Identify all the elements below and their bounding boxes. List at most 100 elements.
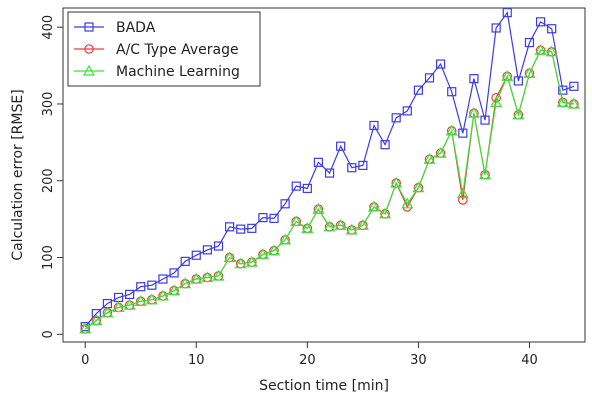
data-point — [180, 256, 190, 266]
data-point — [358, 160, 368, 171]
data-point — [336, 141, 346, 151]
x-tick-label: 10 — [188, 353, 205, 368]
data-point — [413, 85, 424, 95]
data-point — [412, 181, 425, 193]
data-point — [269, 213, 279, 223]
legend-label: Machine Learning — [116, 64, 240, 80]
data-point — [547, 24, 557, 34]
data-point — [213, 241, 224, 251]
series-0 — [80, 8, 579, 332]
data-point — [567, 97, 580, 109]
legend-item: BADA — [74, 20, 156, 36]
data-point — [434, 146, 447, 158]
data-point — [345, 223, 358, 235]
data-point — [82, 64, 96, 76]
data-point — [125, 289, 135, 299]
data-point — [247, 223, 257, 233]
data-point — [191, 250, 201, 260]
data-point — [256, 248, 269, 260]
y-tick-label: 0 — [41, 330, 56, 338]
data-point — [169, 268, 179, 278]
data-point — [136, 282, 146, 292]
legend-item: A/C Type Average — [74, 42, 239, 58]
data-point — [445, 124, 458, 136]
data-point — [134, 295, 147, 306]
data-point — [268, 244, 281, 256]
data-point — [224, 222, 235, 232]
data-point — [490, 96, 503, 108]
x-tick-label: 0 — [81, 353, 89, 368]
data-point — [534, 43, 547, 55]
data-point — [401, 197, 414, 209]
data-point — [523, 67, 536, 78]
y-axis-label: Calculation error [RMSE] — [10, 89, 26, 260]
legend-item: Machine Learning — [74, 64, 240, 80]
data-point — [280, 199, 290, 209]
data-point — [156, 289, 169, 301]
data-point — [179, 277, 192, 289]
data-point — [369, 120, 379, 131]
data-point — [302, 183, 312, 194]
x-tick-label: 30 — [410, 353, 427, 368]
data-point — [423, 153, 436, 164]
data-point — [190, 272, 203, 284]
data-point — [223, 251, 236, 263]
data-point — [79, 322, 92, 334]
data-point — [201, 271, 214, 283]
data-point — [290, 215, 303, 227]
y-tick-label: 200 — [41, 168, 56, 193]
series-layer — [79, 8, 580, 334]
data-point — [390, 176, 403, 188]
data-point — [145, 293, 158, 305]
data-point — [513, 76, 523, 86]
data-point — [84, 22, 94, 32]
data-point — [501, 70, 514, 81]
data-point — [558, 85, 568, 95]
data-point — [101, 306, 114, 318]
data-point — [367, 200, 380, 212]
data-point — [524, 37, 535, 48]
x-axis-label: Section time [min] — [259, 378, 389, 394]
data-point — [424, 73, 435, 83]
data-point — [456, 187, 469, 199]
data-point — [258, 213, 268, 223]
data-point — [545, 45, 558, 57]
data-point — [324, 168, 335, 178]
data-point — [91, 308, 101, 319]
data-point — [502, 8, 512, 18]
x-tick-label: 20 — [299, 353, 316, 368]
data-point — [469, 74, 479, 84]
data-point — [436, 59, 446, 69]
data-point — [391, 113, 401, 123]
data-point — [491, 23, 501, 33]
data-point — [380, 140, 390, 150]
data-point — [279, 233, 292, 245]
y-tick-label: 400 — [41, 15, 56, 40]
data-point — [447, 87, 457, 97]
data-point — [379, 207, 392, 219]
data-point — [458, 195, 468, 205]
data-point — [158, 274, 168, 284]
data-point — [512, 108, 525, 120]
x-tick-label: 40 — [521, 353, 538, 368]
data-point — [245, 255, 258, 267]
data-point — [458, 128, 468, 138]
data-point — [323, 220, 336, 232]
data-point — [236, 224, 246, 234]
data-point — [467, 106, 480, 118]
data-point — [556, 96, 569, 108]
data-point — [347, 163, 357, 173]
data-point — [479, 168, 492, 180]
data-point — [168, 284, 181, 296]
data-point — [123, 298, 136, 310]
data-point — [313, 157, 324, 167]
data-point — [202, 245, 212, 255]
plot-frame — [62, 7, 586, 343]
data-point — [112, 301, 125, 313]
data-point — [84, 44, 94, 54]
legend: BADA A/C Type Average Machine Learning — [67, 11, 261, 87]
data-point — [535, 17, 546, 27]
data-point — [480, 115, 490, 125]
